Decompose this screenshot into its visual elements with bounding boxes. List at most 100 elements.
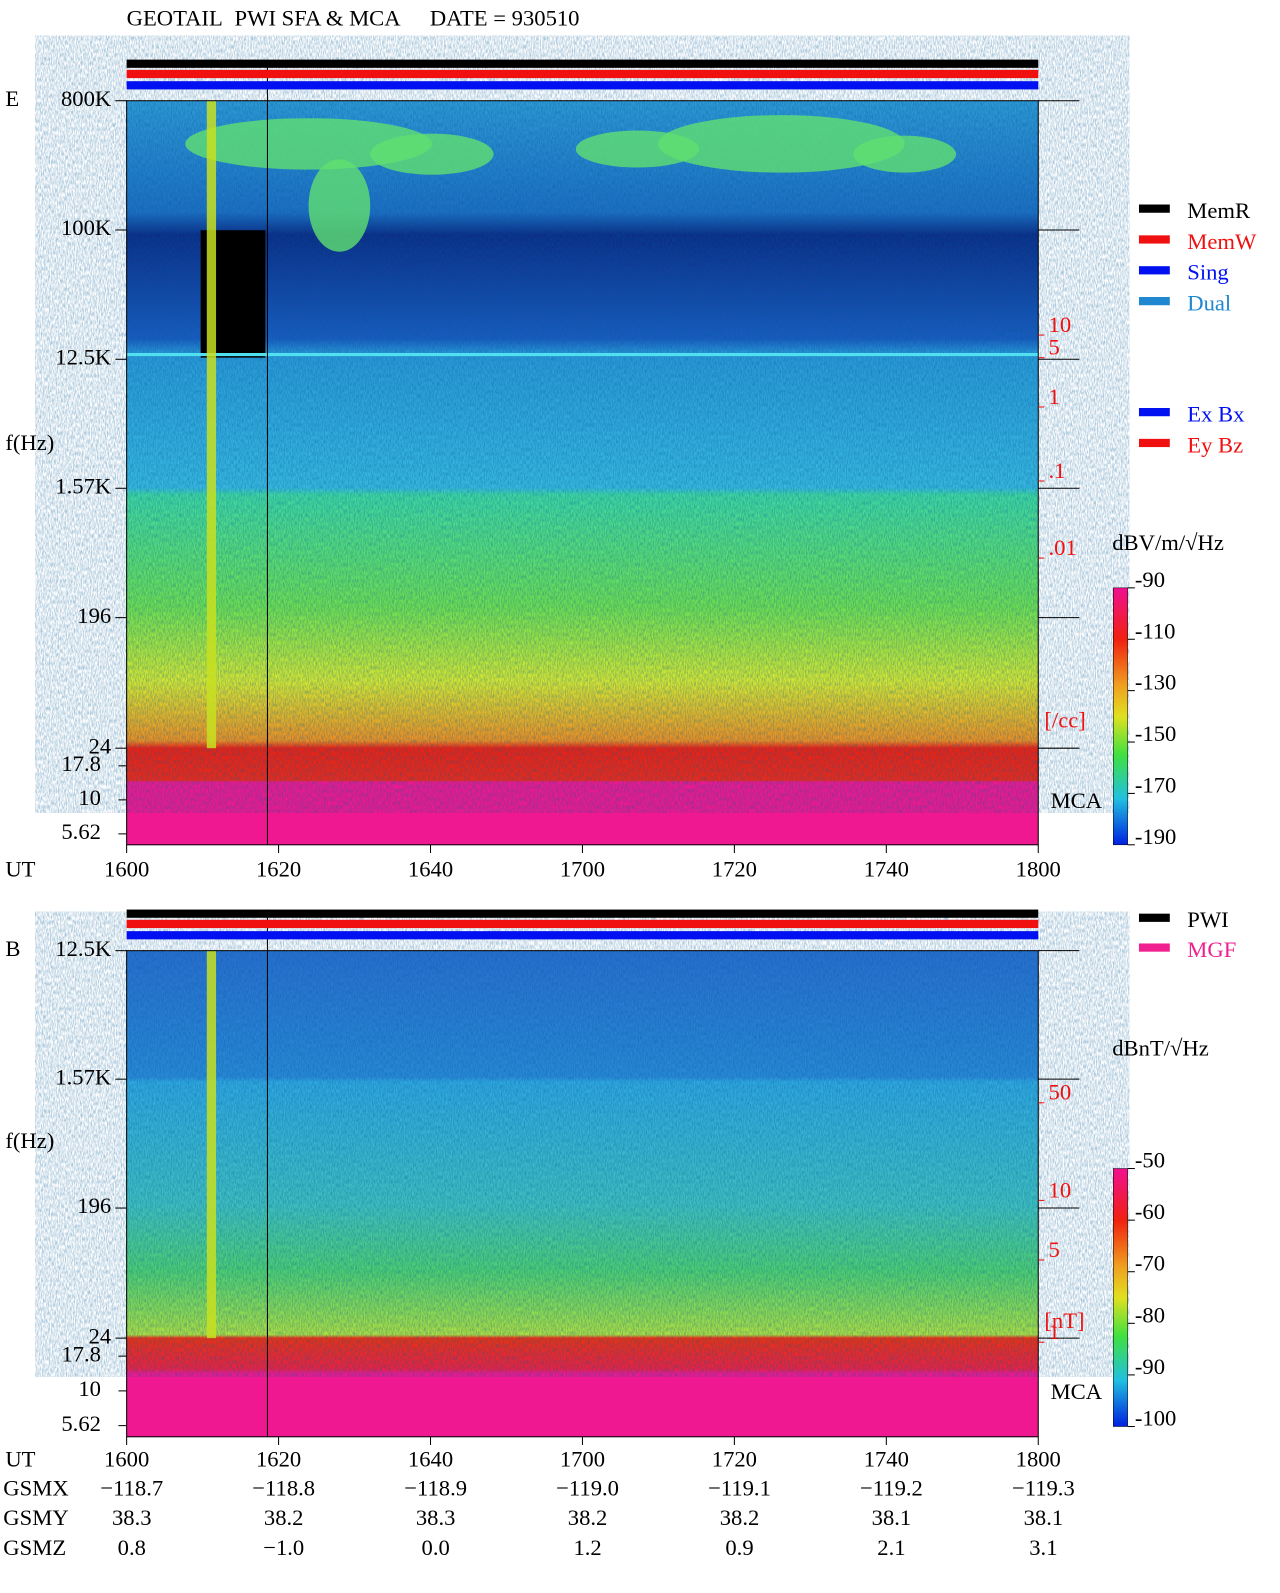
orbit-value: −1.0 bbox=[263, 1535, 304, 1560]
y-tick-label: 800K bbox=[61, 86, 112, 111]
x-tick-label: 1640 bbox=[408, 1447, 453, 1472]
orbit-value: 3.1 bbox=[1029, 1535, 1057, 1560]
legend-swatch bbox=[1138, 913, 1170, 922]
y-tick-label: 1.57K bbox=[55, 473, 112, 498]
emission-patch bbox=[370, 133, 494, 175]
mca-label: MCA bbox=[1051, 1379, 1103, 1404]
density-label: 5 bbox=[1049, 335, 1060, 360]
title-part: PWI SFA & MCA bbox=[235, 6, 402, 31]
x-tick-label: 1740 bbox=[864, 857, 909, 882]
orbit-value: 38.2 bbox=[720, 1505, 760, 1530]
x-tick-label: 1800 bbox=[1016, 1447, 1061, 1472]
orbit-value: 2.1 bbox=[877, 1535, 905, 1560]
x-tick-label: 1720 bbox=[712, 1447, 757, 1472]
x-axis-label: UT bbox=[5, 857, 35, 882]
component-label: E bbox=[5, 86, 19, 111]
status-bar bbox=[126, 909, 1039, 918]
density-label: [nT] bbox=[1044, 1308, 1084, 1333]
legend-label: Dual bbox=[1187, 290, 1231, 315]
legend-swatch bbox=[1138, 408, 1170, 417]
title-part: GEOTAIL bbox=[127, 6, 223, 31]
density-label: 5 bbox=[1049, 1237, 1060, 1262]
colorbar-tick-label: -50 bbox=[1135, 1148, 1165, 1173]
x-tick-label: 1700 bbox=[560, 857, 605, 882]
y-tick-label: 196 bbox=[77, 603, 111, 628]
mca-tick-label: 10 bbox=[78, 1376, 101, 1401]
orbit-value: −118.8 bbox=[252, 1475, 315, 1500]
colorbar-tick-label: -150 bbox=[1135, 721, 1176, 746]
x-tick-label: 1620 bbox=[256, 1447, 301, 1472]
density-label: [/cc] bbox=[1044, 708, 1085, 733]
orbit-value: −119.2 bbox=[860, 1475, 923, 1500]
colorbar-tick-label: -100 bbox=[1135, 1406, 1176, 1431]
orbit-value: 38.3 bbox=[416, 1505, 456, 1530]
orbit-value: 38.2 bbox=[264, 1505, 304, 1530]
legend-swatch bbox=[1138, 438, 1170, 448]
colorbar-tick-label: -110 bbox=[1135, 618, 1176, 643]
y-tick-label: 24 bbox=[89, 1323, 112, 1348]
x-tick-label: 1800 bbox=[1016, 857, 1061, 882]
density-label: 1 bbox=[1049, 384, 1060, 409]
orbit-value: 38.1 bbox=[872, 1505, 912, 1530]
spectrogram-texture bbox=[126, 950, 1039, 1339]
orbit-value: 38.3 bbox=[112, 1505, 152, 1530]
orbit-value: 0.9 bbox=[725, 1535, 753, 1560]
x-axis-label: UT bbox=[5, 1447, 35, 1472]
y-tick-label: 196 bbox=[77, 1193, 111, 1218]
density-label: 50 bbox=[1049, 1080, 1072, 1105]
orbit-row-name: GSMY bbox=[3, 1505, 68, 1530]
y-tick-label: 1.57K bbox=[55, 1064, 112, 1089]
x-tick-label: 1740 bbox=[864, 1447, 909, 1472]
mca-label: MCA bbox=[1051, 788, 1103, 813]
title-part: DATE = 930510 bbox=[430, 6, 580, 31]
x-tick-label: 1600 bbox=[104, 857, 149, 882]
x-tick-label: 1600 bbox=[104, 1447, 149, 1472]
y-tick-label: 100K bbox=[61, 215, 112, 240]
component-label: B bbox=[5, 936, 20, 961]
x-tick-label: 1640 bbox=[408, 857, 453, 882]
y-tick-label: 12.5K bbox=[55, 936, 112, 961]
mca-tick-label: 17.8 bbox=[61, 751, 101, 776]
status-bar bbox=[126, 81, 1039, 90]
orbit-value: 38.1 bbox=[1024, 1505, 1064, 1530]
legend-label: MGF bbox=[1187, 937, 1236, 962]
y-axis-label: f(Hz) bbox=[5, 1128, 54, 1153]
colorbar-tick-label: -90 bbox=[1135, 567, 1165, 592]
x-tick-label: 1720 bbox=[712, 857, 757, 882]
legend-swatch bbox=[1138, 297, 1170, 306]
status-bar bbox=[126, 59, 1039, 68]
legend-swatch bbox=[1138, 204, 1170, 213]
orbit-value: −119.3 bbox=[1012, 1475, 1075, 1500]
orbit-value: −118.9 bbox=[404, 1475, 467, 1500]
orbit-value: −119.1 bbox=[708, 1475, 771, 1500]
orbit-value: −119.0 bbox=[556, 1475, 619, 1500]
orbit-value: 0.8 bbox=[118, 1535, 146, 1560]
colorbar-tick-label: -70 bbox=[1135, 1251, 1165, 1276]
colorbar-label: dBV/m/√Hz bbox=[1112, 530, 1224, 555]
orbit-value: 0.0 bbox=[422, 1535, 450, 1560]
emission-patch bbox=[853, 135, 957, 173]
x-tick-label: 1700 bbox=[560, 1447, 605, 1472]
orbit-value: 1.2 bbox=[573, 1535, 601, 1560]
legend-label: PWI bbox=[1187, 907, 1228, 932]
density-label: 1 bbox=[1049, 1319, 1060, 1344]
legend-swatch bbox=[1138, 235, 1170, 244]
status-bar bbox=[126, 919, 1039, 929]
emission-patch bbox=[308, 159, 371, 252]
colorbar bbox=[1113, 1168, 1128, 1427]
stripe bbox=[206, 950, 217, 1339]
status-bar bbox=[126, 69, 1039, 79]
y-tick-label: 12.5K bbox=[55, 344, 112, 369]
emission-patch bbox=[185, 118, 432, 170]
density-label: .1 bbox=[1049, 458, 1066, 483]
colorbar-tick-label: -90 bbox=[1135, 1354, 1165, 1379]
orbit-row-name: GSMX bbox=[3, 1475, 68, 1500]
legend-label: Sing bbox=[1187, 260, 1228, 285]
mca-tick-label: 10 bbox=[78, 785, 101, 810]
colorbar bbox=[1113, 587, 1128, 846]
density-label: 10 bbox=[1049, 1177, 1072, 1202]
status-bar bbox=[126, 931, 1039, 940]
colorbar-tick-label: -80 bbox=[1135, 1302, 1165, 1327]
colorbar-label: dBnT/√Hz bbox=[1112, 1036, 1209, 1061]
